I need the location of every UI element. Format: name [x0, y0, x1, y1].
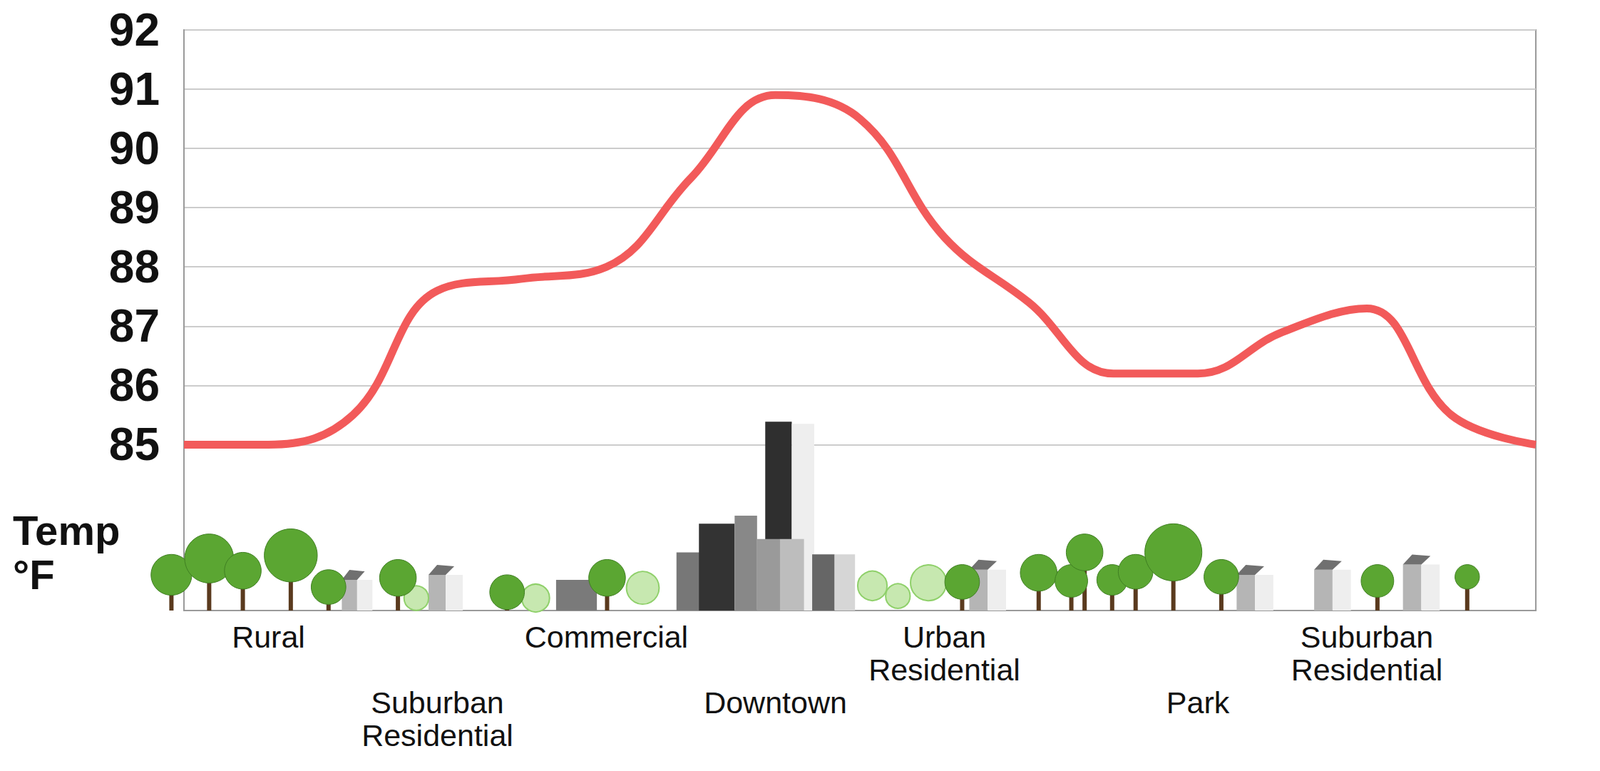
- svg-text:Rural: Rural: [231, 619, 306, 654]
- svg-text:91: 91: [109, 63, 160, 115]
- svg-text:Suburban: Suburban: [1300, 619, 1434, 654]
- svg-text:°F: °F: [12, 551, 55, 598]
- svg-text:Park: Park: [1166, 685, 1230, 720]
- svg-text:Temp: Temp: [12, 506, 120, 554]
- svg-text:Residential: Residential: [1291, 652, 1444, 687]
- svg-text:87: 87: [109, 300, 160, 352]
- svg-text:Residential: Residential: [361, 718, 514, 753]
- svg-text:Suburban: Suburban: [370, 685, 505, 720]
- svg-text:Commercial: Commercial: [524, 619, 689, 654]
- svg-text:Urban: Urban: [902, 619, 987, 654]
- svg-text:Downtown: Downtown: [703, 685, 848, 720]
- svg-text:86: 86: [109, 359, 160, 411]
- svg-text:88: 88: [109, 240, 160, 293]
- svg-text:92: 92: [109, 4, 160, 56]
- svg-text:85: 85: [109, 418, 160, 470]
- svg-text:89: 89: [109, 181, 160, 234]
- svg-text:90: 90: [109, 122, 160, 174]
- svg-text:Residential: Residential: [868, 652, 1021, 687]
